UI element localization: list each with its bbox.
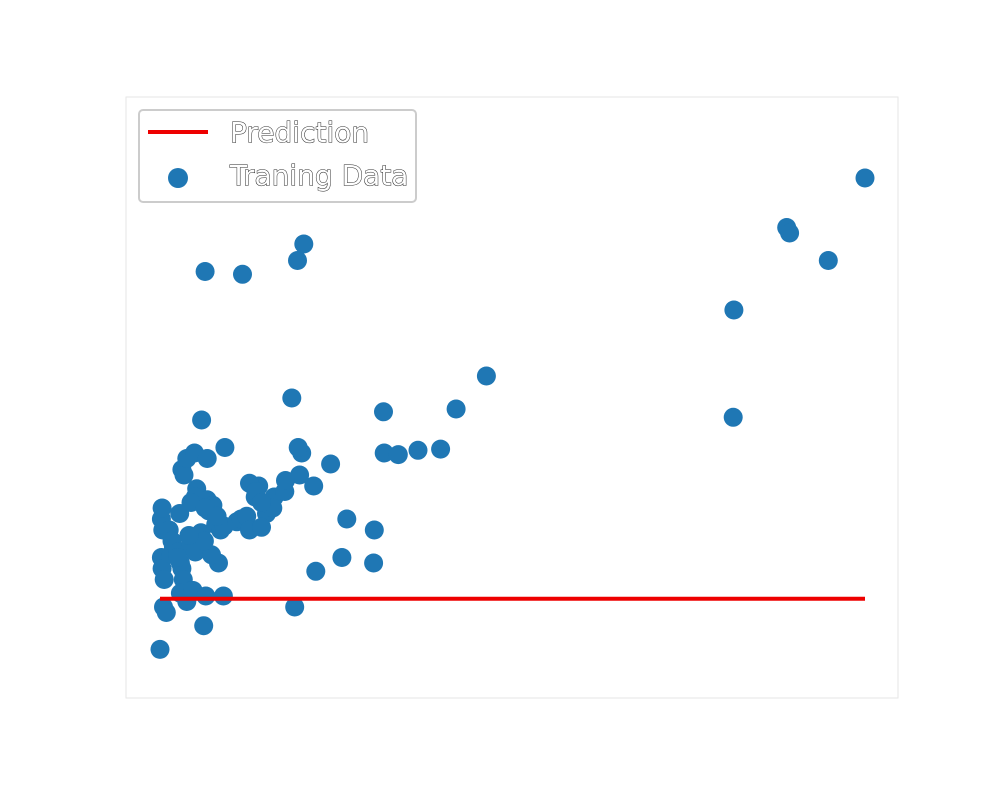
training-data-point xyxy=(150,639,170,659)
training-data-point xyxy=(446,399,466,419)
training-data-point xyxy=(179,526,199,545)
legend: Prediction Traning Data xyxy=(138,109,417,203)
training-data-point xyxy=(288,438,308,457)
training-data-point xyxy=(282,388,302,408)
training-data-point xyxy=(196,586,216,606)
training-data-point xyxy=(252,493,271,512)
training-data-point xyxy=(192,410,212,430)
training-data-point xyxy=(374,443,394,463)
training-data-point xyxy=(780,223,800,243)
training-data-point xyxy=(294,234,314,254)
training-data-point xyxy=(364,553,384,573)
training-data-point xyxy=(818,251,838,270)
training-data-point xyxy=(233,264,252,284)
training-data-point xyxy=(168,548,188,567)
training-data-point xyxy=(156,603,176,622)
training-data-point xyxy=(197,449,217,468)
training-data-point xyxy=(194,616,214,636)
data-layer xyxy=(150,168,875,659)
training-data-point xyxy=(321,454,341,474)
training-data-point xyxy=(364,520,384,540)
legend-box xyxy=(138,109,417,203)
training-data-point xyxy=(723,407,743,427)
legend-training-data-swatch xyxy=(168,168,188,188)
training-data-point xyxy=(285,597,305,617)
training-data-point xyxy=(306,561,326,581)
training-data-point xyxy=(724,300,744,320)
legend-prediction-label: Prediction xyxy=(230,116,369,149)
training-data-point xyxy=(388,445,408,465)
training-data-point xyxy=(152,498,172,518)
training-data-point xyxy=(408,440,428,460)
training-data-point xyxy=(476,366,496,386)
training-data-point xyxy=(174,465,194,485)
training-data-point xyxy=(154,570,174,589)
training-data-point xyxy=(207,506,227,526)
training-data-point xyxy=(195,262,215,281)
training-data-point xyxy=(332,548,352,567)
training-data-point xyxy=(374,402,393,422)
training-data-point xyxy=(337,509,357,529)
training-data-point xyxy=(431,439,451,459)
training-data-point xyxy=(215,438,235,457)
training-data-point xyxy=(276,471,295,490)
training-data-point xyxy=(855,168,875,188)
training-data-point xyxy=(304,476,324,496)
training-data-point xyxy=(213,586,233,606)
legend-training-data-label: Traning Data xyxy=(229,159,408,192)
training-data-point xyxy=(288,251,307,270)
training-data-point xyxy=(194,531,214,551)
training-data-point xyxy=(252,517,271,537)
